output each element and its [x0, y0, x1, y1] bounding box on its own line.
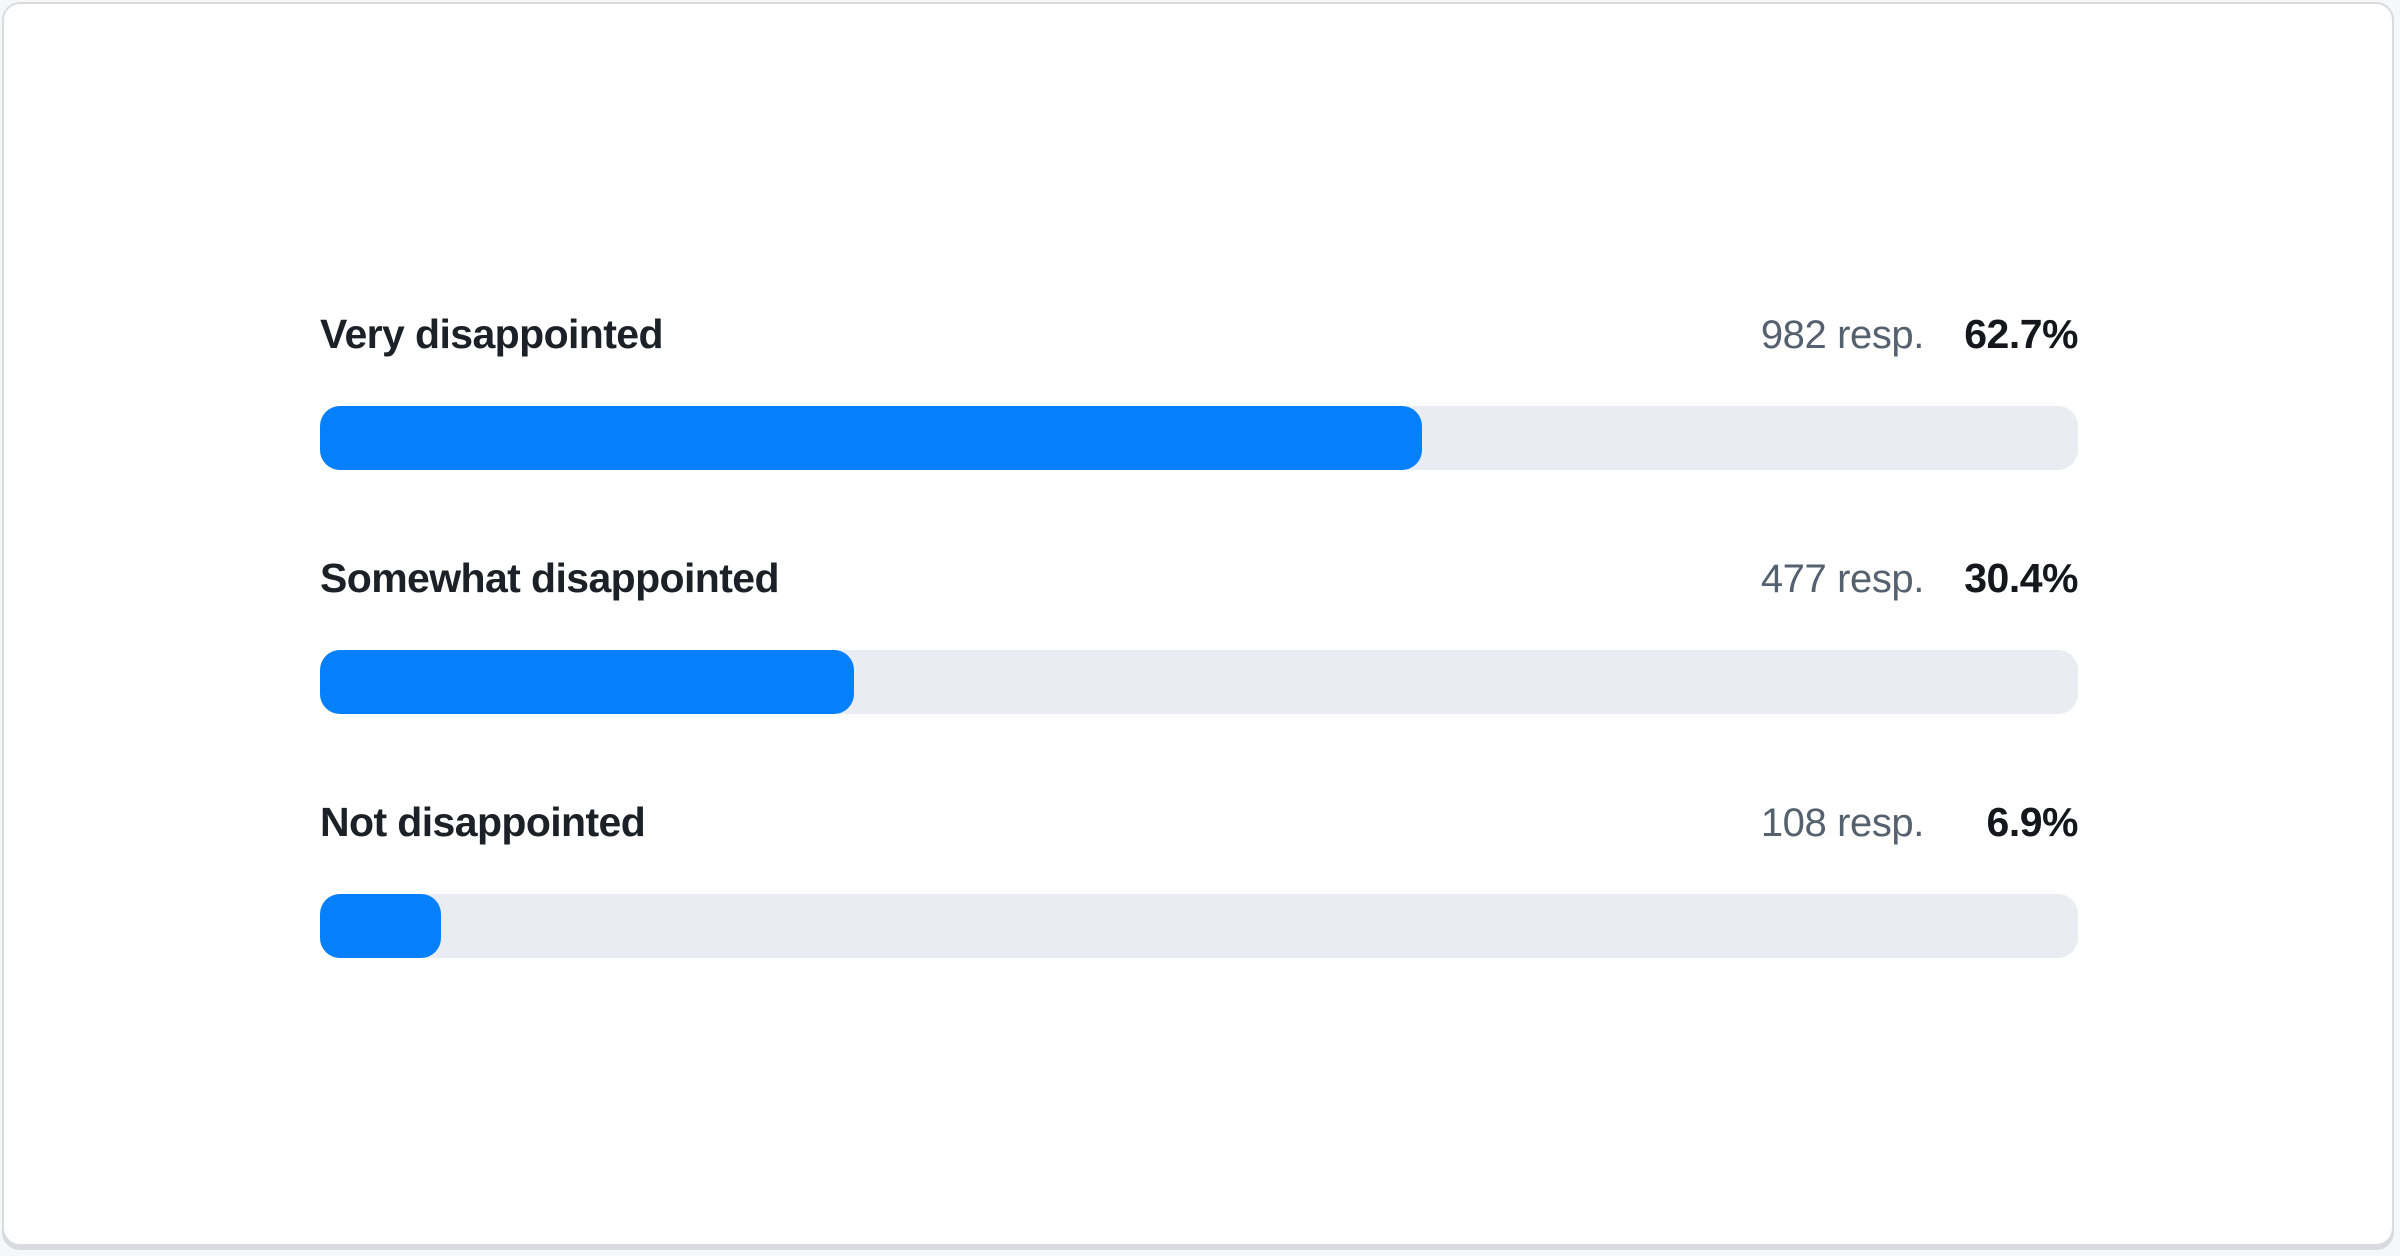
bar-fill	[320, 650, 855, 714]
bar-track	[320, 650, 2078, 714]
answer-row: Very disappointed 982 resp. 62.7%	[320, 310, 2079, 470]
answer-stats: 108 resp. 6.9%	[1760, 798, 2079, 847]
answer-label: Somewhat disappointed	[320, 555, 780, 601]
answer-stats: 477 resp. 30.4%	[1760, 554, 2079, 603]
percent-value: 30.4%	[1964, 555, 2078, 601]
answer-row: Somewhat disappointed 477 resp. 30.4%	[320, 554, 2079, 714]
percent-value: 6.9%	[1986, 799, 2079, 845]
answer-row: Not disappointed 108 resp. 6.9%	[320, 798, 2079, 958]
answer-stats: 982 resp. 62.7%	[1760, 310, 2079, 359]
bar-track	[320, 894, 2078, 958]
pmf-survey-bar-chart: Very disappointed 982 resp. 62.7% Somewh…	[320, 310, 2079, 958]
response-count: 477 resp.	[1760, 557, 1925, 601]
bar-fill	[320, 894, 442, 958]
response-count: 982 resp.	[1760, 313, 1925, 357]
bar-fill	[320, 406, 1423, 470]
response-count: 108 resp.	[1760, 801, 1925, 845]
answer-label: Very disappointed	[320, 311, 664, 357]
bar-track	[320, 406, 2078, 470]
answer-row-header: Very disappointed 982 resp. 62.7%	[320, 310, 2079, 359]
answer-row-header: Not disappointed 108 resp. 6.9%	[320, 798, 2079, 847]
answer-label: Not disappointed	[320, 799, 646, 845]
answer-row-header: Somewhat disappointed 477 resp. 30.4%	[320, 554, 2079, 603]
percent-value: 62.7%	[1964, 311, 2078, 357]
